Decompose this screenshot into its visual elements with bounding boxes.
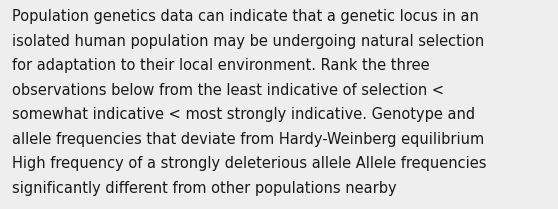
Text: for adaptation to their local environment. Rank the three: for adaptation to their local environmen… xyxy=(12,58,430,73)
Text: allele frequencies that deviate from Hardy-Weinberg equilibrium: allele frequencies that deviate from Har… xyxy=(12,132,484,147)
Text: Population genetics data can indicate that a genetic locus in an: Population genetics data can indicate th… xyxy=(12,9,479,24)
Text: High frequency of a strongly deleterious allele Allele frequencies: High frequency of a strongly deleterious… xyxy=(12,156,487,171)
Text: observations below from the least indicative of selection <: observations below from the least indica… xyxy=(12,83,444,98)
Text: significantly different from other populations nearby: significantly different from other popul… xyxy=(12,181,397,196)
Text: somewhat indicative < most strongly indicative. Genotype and: somewhat indicative < most strongly indi… xyxy=(12,107,475,122)
Text: isolated human population may be undergoing natural selection: isolated human population may be undergo… xyxy=(12,34,484,49)
